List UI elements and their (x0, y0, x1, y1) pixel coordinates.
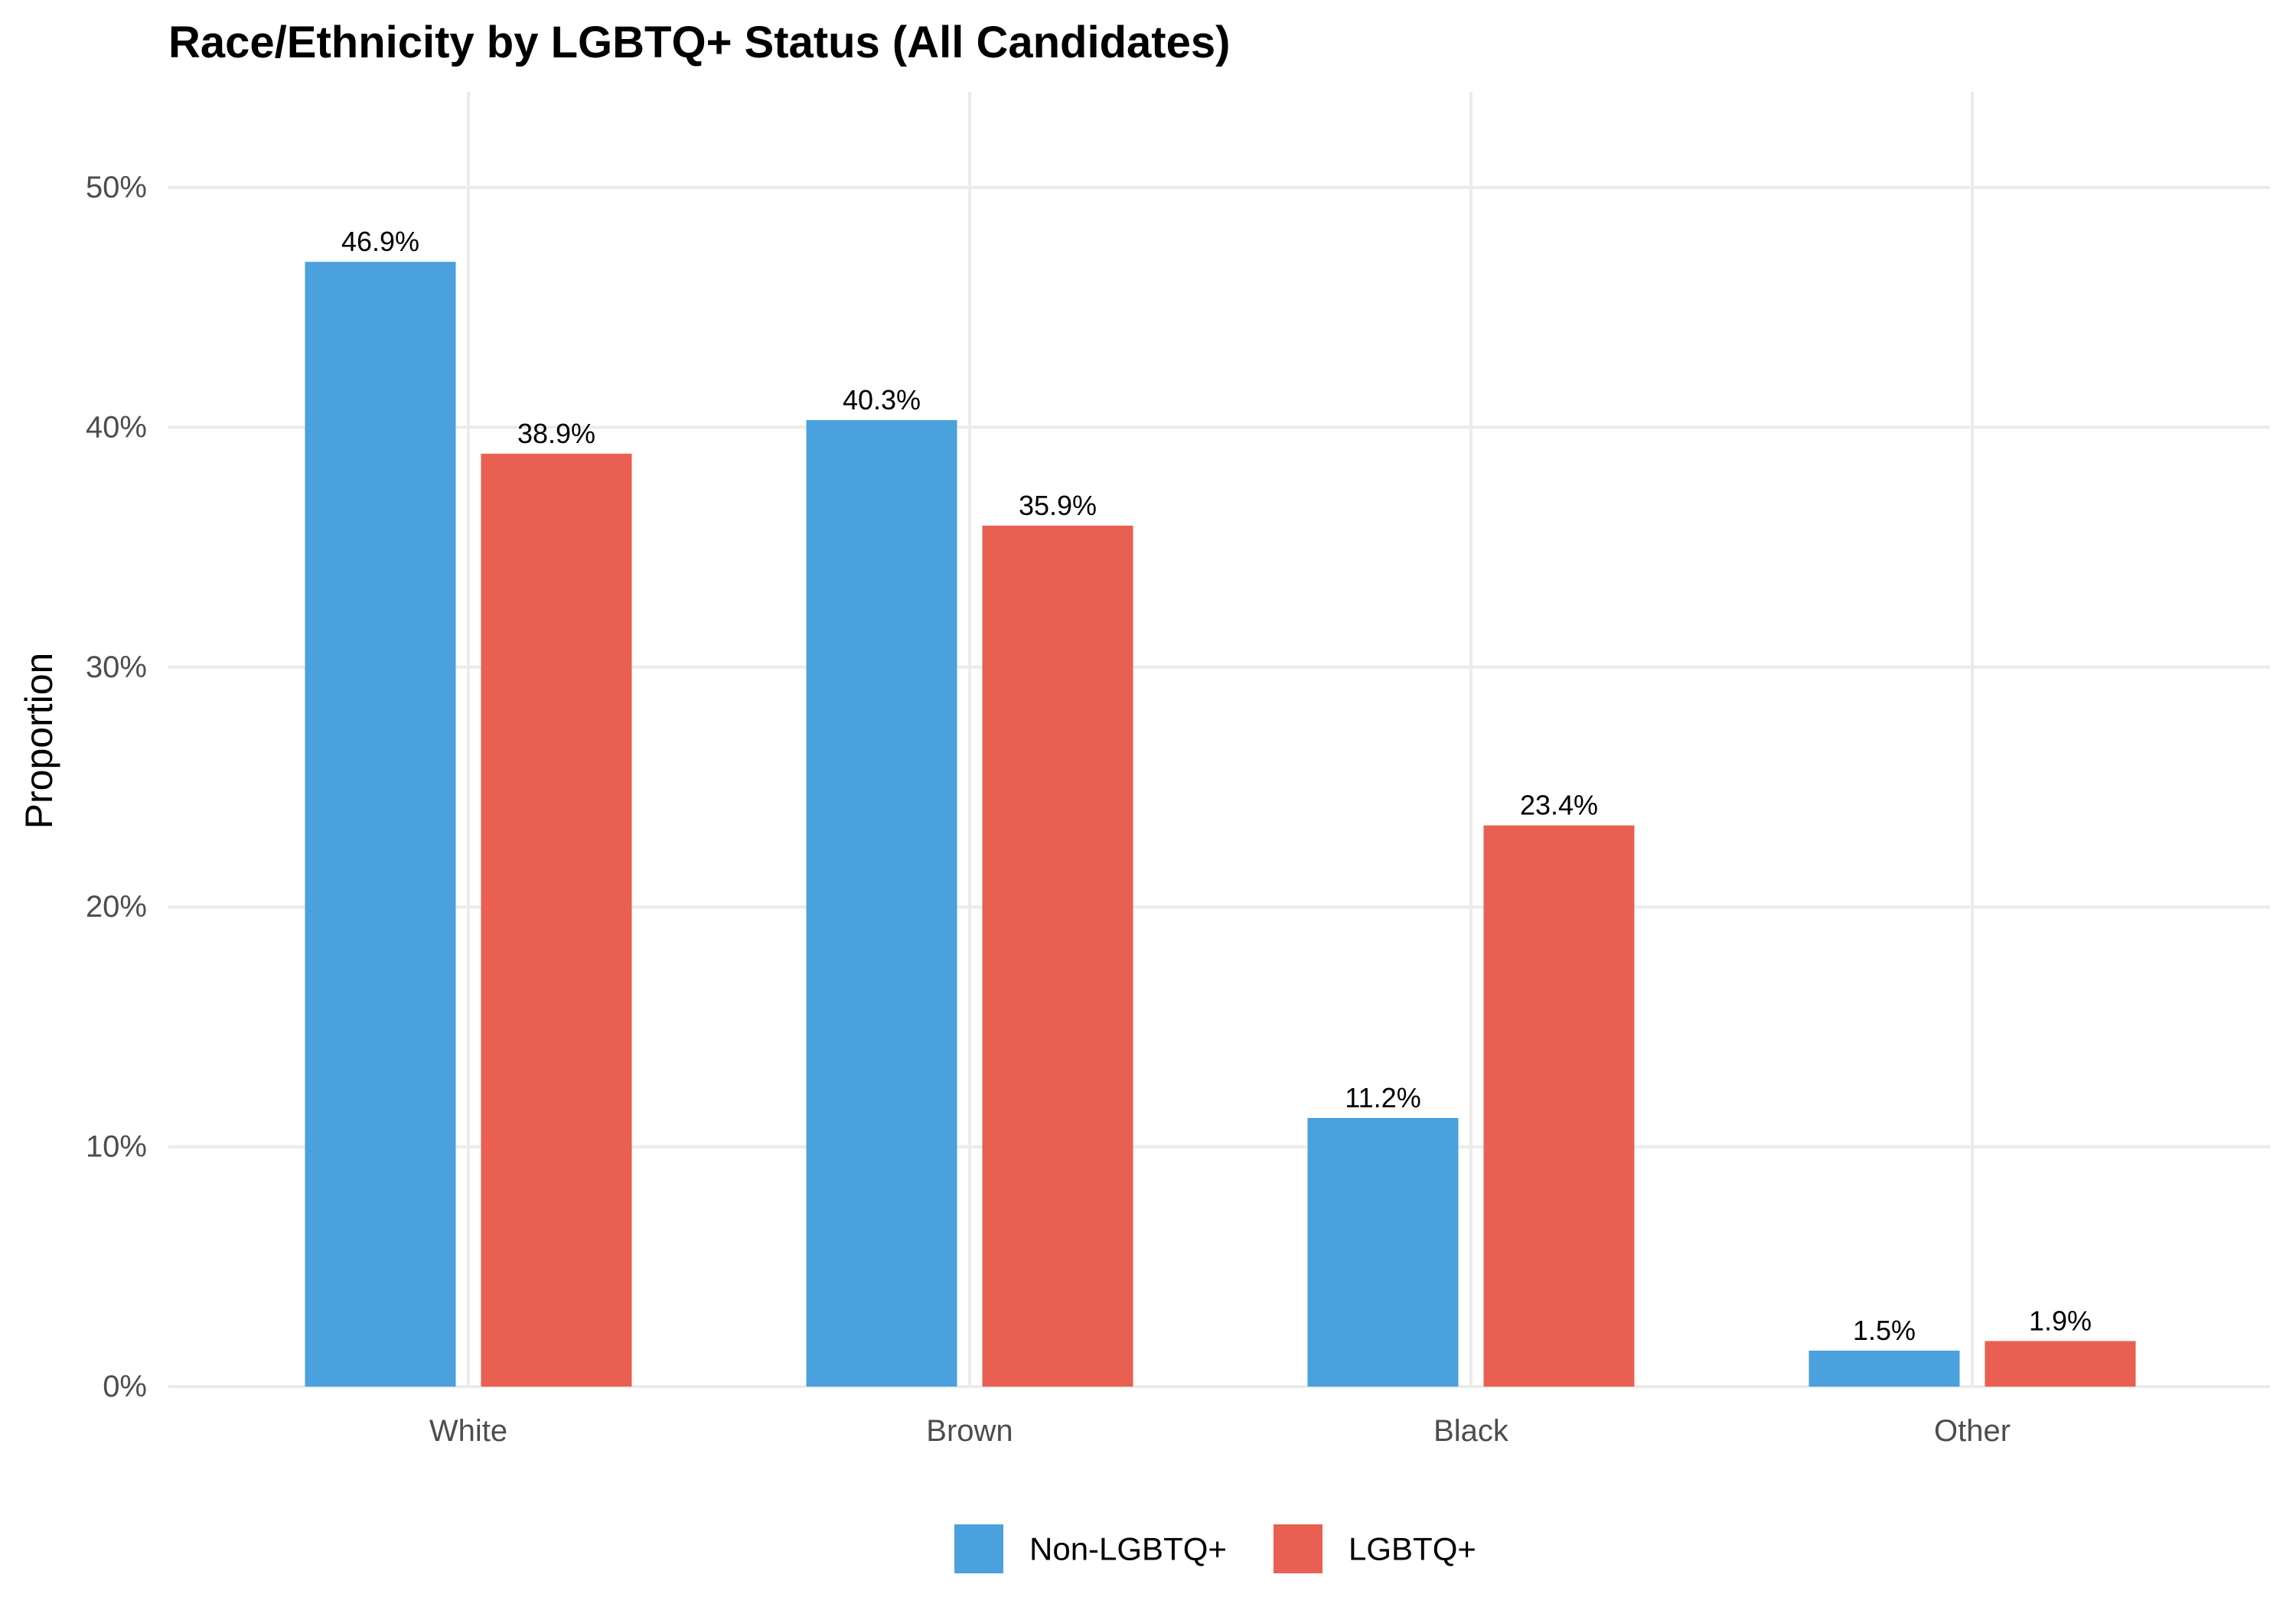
y-axis-label: Proportion (18, 653, 60, 830)
x-tick-label-black: Black (1433, 1414, 1509, 1448)
legend-label-lgbtq: LGBTQ+ (1349, 1531, 1476, 1567)
bar-black-lgbtq (1483, 825, 1635, 1387)
y-tick-label: 30% (86, 650, 147, 684)
data-label-brown-non-lgbtq: 40.3% (843, 384, 921, 416)
data-label-brown-lgbtq: 35.9% (1019, 490, 1097, 521)
y-tick-label: 0% (103, 1370, 147, 1403)
data-label-other-lgbtq: 1.9% (2029, 1305, 2092, 1336)
bar-brown-lgbtq (982, 525, 1133, 1387)
x-axis-ticks: White Brown Black Other (429, 1414, 2011, 1448)
bar-other-lgbtq (1985, 1341, 2136, 1387)
data-label-white-non-lgbtq: 46.9% (341, 226, 419, 257)
legend: Non-LGBTQ+ LGBTQ+ (954, 1524, 1476, 1573)
bar-white-lgbtq (481, 453, 632, 1387)
data-label-white-lgbtq: 38.9% (517, 418, 595, 449)
data-labels: 46.9% 40.3% 11.2% 1.5% 38.9% 35.9% 23.4% 1.9% (341, 226, 2092, 1346)
bar-brown-non-lgbtq (806, 419, 957, 1387)
legend-swatch-non-lgbtq (954, 1524, 1003, 1573)
legend-swatch-lgbtq (1274, 1524, 1322, 1573)
y-tick-label: 20% (86, 890, 147, 924)
y-tick-label: 50% (86, 171, 147, 204)
data-label-black-non-lgbtq: 11.2% (1345, 1082, 1420, 1113)
x-tick-label-white: White (429, 1414, 507, 1448)
legend-label-non-lgbtq: Non-LGBTQ+ (1029, 1531, 1227, 1567)
bar-white-non-lgbtq (305, 262, 456, 1387)
bars (305, 262, 2136, 1387)
data-label-black-lgbtq: 23.4% (1520, 790, 1598, 821)
data-label-other-non-lgbtq: 1.5% (1853, 1315, 1916, 1346)
chart-title: Race/Ethnicity by LGBTQ+ Status (All Can… (168, 18, 1230, 67)
y-tick-label: 10% (86, 1130, 147, 1164)
bar-black-non-lgbtq (1307, 1117, 1459, 1387)
y-axis-ticks: 0% 10% 20% 30% 40% 50% (86, 171, 147, 1403)
y-tick-label: 40% (86, 410, 147, 444)
bar-other-non-lgbtq (1808, 1350, 1960, 1387)
x-tick-label-other: Other (1934, 1414, 2011, 1448)
x-tick-label-brown: Brown (926, 1414, 1013, 1448)
